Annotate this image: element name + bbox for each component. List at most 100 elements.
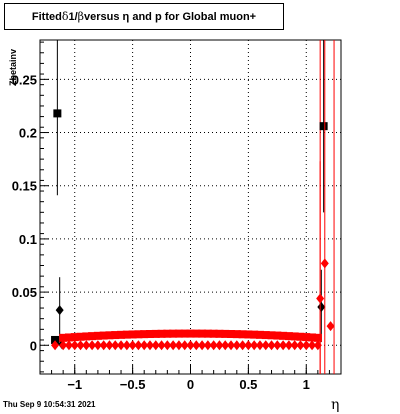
square-marker [273, 331, 282, 340]
x-tick-label: −1 [67, 377, 82, 392]
diamond-marker [76, 340, 85, 351]
x-tick-label: 0 [187, 377, 194, 392]
square-marker [169, 329, 178, 338]
title-middle: 1/ [68, 10, 78, 23]
y-tick-label: 0.2 [19, 126, 37, 141]
x-tick-label: −0.5 [120, 377, 146, 392]
square-marker [302, 333, 311, 342]
diamond-marker [308, 340, 317, 351]
square-marker [88, 332, 97, 341]
diamond-marker [317, 301, 326, 312]
square-marker [70, 333, 79, 342]
square-marker [174, 329, 183, 338]
y-tick-label: 0.1 [19, 232, 37, 247]
diamond-marker [51, 340, 60, 351]
data-points [51, 40, 335, 374]
diamond-marker [215, 340, 224, 351]
square-marker [296, 332, 305, 341]
diamond-marker [111, 340, 120, 351]
diamond-marker [180, 340, 189, 351]
diamond-marker [302, 340, 311, 351]
diamond-marker [157, 340, 166, 351]
diamond-marker [209, 340, 218, 351]
square-marker [82, 332, 91, 341]
diamond-marker [93, 340, 102, 351]
y-tick-label: 0.15 [12, 179, 37, 194]
square-marker [163, 329, 172, 338]
diamond-marker [105, 340, 114, 351]
y-tick-label: 0 [30, 338, 37, 353]
diamond-marker [284, 340, 293, 351]
axis-ticks [39, 41, 342, 374]
square-marker [151, 329, 160, 338]
square-marker [76, 332, 85, 341]
timestamp: Thu Sep 9 10:54:31 2021 [3, 400, 96, 409]
square-marker [313, 333, 322, 342]
x-tick-label: 0.5 [239, 377, 257, 392]
square-marker [145, 330, 154, 339]
square-marker [111, 331, 120, 340]
diamond-marker [163, 340, 172, 351]
square-marker [221, 329, 230, 338]
diamond-marker [250, 340, 259, 351]
diamond-marker [227, 340, 236, 351]
square-marker [250, 330, 259, 339]
diamond-marker [82, 340, 91, 351]
plot-frame [39, 39, 342, 375]
diamond-marker [326, 321, 335, 332]
square-marker [227, 330, 236, 339]
square-marker [232, 330, 241, 339]
title-beta: β [77, 10, 85, 23]
diamond-marker [238, 340, 247, 351]
diamond-marker [59, 340, 68, 351]
diamond-marker [117, 340, 126, 351]
title-prefix: Fitted [31, 10, 62, 23]
diamond-marker [221, 340, 230, 351]
y-tick-label: 0.25 [12, 72, 37, 87]
diamond-marker [320, 258, 329, 269]
square-marker [215, 329, 224, 338]
square-marker [93, 331, 102, 340]
square-marker [128, 330, 137, 339]
diamond-marker [273, 340, 282, 351]
diamond-marker [55, 305, 64, 316]
diamond-marker [140, 340, 149, 351]
square-marker [198, 329, 207, 338]
diamond-marker [261, 340, 270, 351]
square-marker [192, 329, 201, 338]
diamond-marker [64, 340, 73, 351]
diamond-marker [186, 340, 195, 351]
square-marker [203, 329, 212, 338]
diamond-marker [267, 340, 276, 351]
square-marker [59, 333, 68, 342]
diamond-marker [122, 340, 131, 351]
square-marker [209, 329, 218, 338]
diamond-marker [88, 340, 97, 351]
square-marker [53, 109, 62, 118]
diamond-marker [244, 340, 253, 351]
diamond-marker [151, 340, 160, 351]
diamond-marker [255, 340, 264, 351]
diamond-marker [198, 340, 207, 351]
title-box: Fitted δ 1/ β versus η and p for Global … [4, 3, 284, 30]
square-marker [51, 335, 60, 344]
square-marker [308, 333, 317, 342]
square-marker [279, 331, 288, 340]
tick-labels: −1 −0.5 0 0.5 1 0 0.05 0.1 0.15 0.2 0.25 [12, 72, 310, 392]
grid-layer [40, 40, 341, 374]
title-delta: δ [61, 10, 69, 23]
diamond-marker [169, 340, 178, 351]
square-marker [122, 330, 131, 339]
x-tick-label: 1 [303, 377, 310, 392]
square-marker [117, 330, 126, 339]
diamond-marker [316, 293, 325, 304]
diamond-marker [296, 340, 305, 351]
square-marker [186, 329, 195, 338]
square-marker [105, 331, 114, 340]
square-marker [134, 330, 143, 339]
square-marker [290, 332, 299, 341]
diamond-marker [232, 340, 241, 351]
diamond-marker [145, 340, 154, 351]
square-marker [319, 122, 328, 131]
